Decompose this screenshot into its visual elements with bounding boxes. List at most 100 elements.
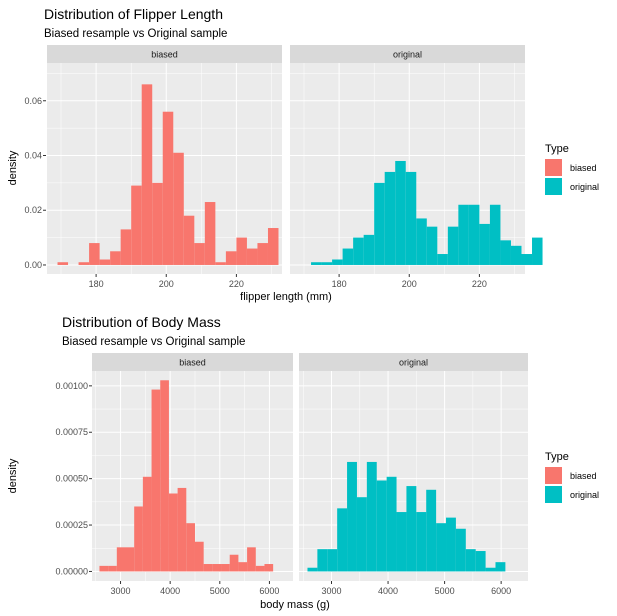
chart2-bar-original bbox=[396, 512, 407, 572]
chart1-x-tick-label: 180 bbox=[89, 279, 104, 289]
chart2-bar-biased bbox=[116, 547, 126, 572]
chart1-bar-biased bbox=[131, 185, 142, 265]
chart2-y-tick-label: 0.00025 bbox=[55, 520, 88, 530]
chart2-bar-biased bbox=[212, 564, 222, 572]
chart1-bar-biased bbox=[89, 243, 100, 265]
chart2-legend-label-biased: biased bbox=[570, 471, 597, 481]
chart1-x-axis-label: flipper length (mm) bbox=[240, 291, 332, 303]
chart1-bar-original bbox=[447, 226, 459, 265]
chart2-x-tick-label: 6000 bbox=[491, 586, 511, 596]
chart2-bar-original bbox=[337, 508, 348, 572]
chart2-bar-original bbox=[327, 549, 338, 572]
chart2-legend-label-original: original bbox=[570, 490, 599, 500]
chart1-legend-label-original: original bbox=[570, 182, 599, 192]
chart2-bar-original bbox=[307, 567, 318, 572]
chart1-bar-biased bbox=[173, 152, 184, 265]
chart1-bar-original bbox=[374, 182, 385, 265]
chart2-y-axis-label: density bbox=[7, 458, 19, 493]
chart1-bar-original bbox=[353, 237, 364, 265]
chart1-bar-biased bbox=[120, 229, 132, 265]
chart1-subtitle: Biased resample vs Original sample bbox=[44, 28, 227, 40]
chart2-legend: Type biased original bbox=[545, 451, 599, 503]
chart2-bar-biased bbox=[247, 547, 256, 572]
chart1-bar-original bbox=[458, 204, 469, 265]
chart1-bar-biased bbox=[141, 84, 153, 265]
chart1-panels: 0.00 0.02 0.04 0.06 biased 180 200 220 original 1… bbox=[24, 45, 543, 289]
chart1-bar-biased bbox=[246, 248, 258, 265]
chart2-panels: 0.00000 0.00025 0.00050 0.00075 0.00100 biase… bbox=[55, 353, 528, 596]
chart2-bar-biased bbox=[134, 506, 143, 572]
chart1-bar-biased bbox=[183, 215, 195, 265]
chart1-strip-original bbox=[290, 45, 525, 63]
chart2-x-tick-label: 4000 bbox=[378, 586, 398, 596]
chart2-x-tick-label: 4000 bbox=[160, 586, 180, 596]
chart2-bar-original bbox=[475, 551, 486, 572]
chart1-x-tick-label: 220 bbox=[472, 279, 487, 289]
chart2-bar-original bbox=[347, 461, 357, 572]
chart1-y-axis-label: density bbox=[7, 150, 19, 185]
chart2-bar-original bbox=[356, 497, 367, 572]
chart1-y-tick-label: 0.04 bbox=[24, 151, 42, 161]
chart2-strip-original bbox=[299, 353, 528, 371]
chart1-bar-original bbox=[384, 171, 396, 265]
chart2-x-tick-label: 5000 bbox=[210, 586, 230, 596]
chart1-y-tick-label: 0.00 bbox=[24, 260, 42, 270]
chart2-bar-original bbox=[386, 476, 397, 572]
chart1-bar-biased bbox=[57, 262, 69, 265]
chart2-bar-original bbox=[455, 528, 466, 572]
chart2-x-tick-label: 6000 bbox=[259, 586, 279, 596]
chart1-bar-biased bbox=[215, 262, 226, 265]
chart2-strip-biased bbox=[92, 353, 293, 371]
chart2-bar-original bbox=[436, 523, 447, 572]
chart2-bar-biased bbox=[186, 523, 195, 572]
chart1-legend-swatch-biased bbox=[545, 159, 562, 176]
chart1-bar-original bbox=[405, 171, 417, 265]
chart1-bar-original bbox=[500, 240, 511, 265]
chart2-bar-biased bbox=[108, 565, 117, 572]
chart1-strip-biased bbox=[47, 45, 282, 63]
chart2-legend-swatch-original bbox=[545, 486, 562, 503]
chart2-bar-biased bbox=[238, 562, 248, 572]
chart1-bar-biased bbox=[162, 111, 174, 265]
chart1-bar-original bbox=[321, 262, 333, 265]
chart2-bar-original bbox=[366, 461, 377, 572]
chart2-x-tick-label: 3000 bbox=[111, 586, 131, 596]
chart2-legend-title: Type bbox=[545, 451, 569, 463]
chart2-bar-original bbox=[446, 517, 456, 572]
chart1-legend-title: Type bbox=[545, 143, 569, 155]
chart1-bar-biased bbox=[204, 202, 216, 265]
chart1-x-tick-label: 200 bbox=[402, 279, 417, 289]
chart2-title: Distribution of Body Mass bbox=[62, 314, 221, 330]
chart1-bar-original bbox=[395, 160, 406, 265]
chart1-bar-original bbox=[521, 254, 533, 265]
chart1-bar-original bbox=[489, 204, 501, 265]
chart2-bar-original bbox=[426, 489, 437, 572]
chart1-y-tick-label: 0.06 bbox=[24, 96, 42, 106]
chart2-x-tick-label: 5000 bbox=[435, 586, 455, 596]
chart1-bar-biased bbox=[110, 251, 121, 265]
chart1-legend-label-biased: biased bbox=[570, 163, 597, 173]
chart1-bar-biased bbox=[194, 243, 205, 265]
chart2-bar-biased bbox=[229, 554, 239, 572]
chart1-bar-original bbox=[532, 237, 543, 265]
chart1-bar-biased bbox=[236, 237, 247, 265]
chart2-x-tick-label: 3000 bbox=[321, 586, 341, 596]
chart2-x-axis-label: body mass (g) bbox=[260, 599, 330, 611]
chart2-strip-label-original: original bbox=[399, 358, 428, 368]
chart2-y-tick-label: 0.00000 bbox=[55, 566, 88, 576]
chart2-legend-swatch-biased bbox=[545, 467, 562, 484]
chart1-legend-swatch-original bbox=[545, 178, 562, 195]
chart1-x-tick-label: 200 bbox=[159, 279, 174, 289]
chart2-bar-biased bbox=[194, 541, 204, 572]
chart1-bar-original bbox=[510, 245, 522, 265]
chart2-bar-biased bbox=[151, 389, 161, 572]
chart1-x-tick-label: 220 bbox=[229, 279, 244, 289]
chart2-strip-label-biased: biased bbox=[179, 358, 206, 368]
chart1-legend: Type biased original bbox=[545, 143, 599, 195]
chart2-bar-original bbox=[485, 567, 496, 572]
chart2-y-tick-label: 0.00050 bbox=[55, 474, 88, 484]
chart1-bar-biased bbox=[152, 182, 163, 265]
chart2-bar-original bbox=[416, 512, 427, 572]
chart2-bar-biased bbox=[125, 547, 135, 572]
chart1-bar-biased bbox=[267, 228, 279, 265]
